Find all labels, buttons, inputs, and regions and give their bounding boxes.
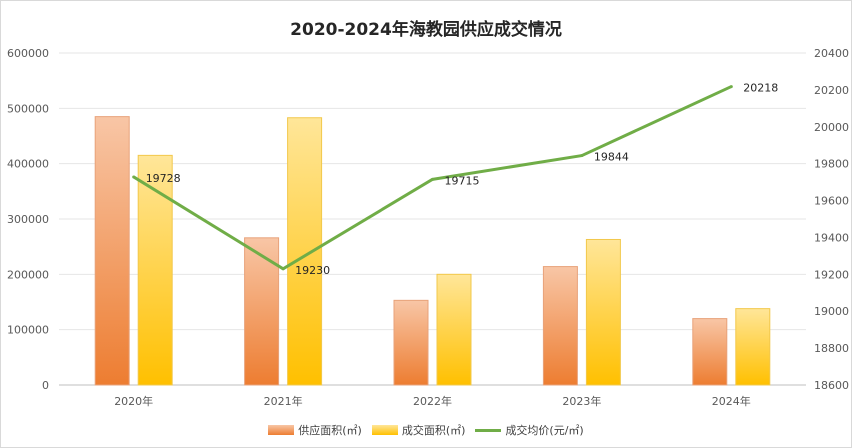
line-price-point	[580, 154, 584, 158]
line-price-label: 19715	[445, 174, 480, 187]
x-tick-label: 2021年	[264, 394, 303, 408]
bar-deal	[735, 308, 771, 386]
line-price-label: 19728	[146, 172, 181, 185]
y-right-tick-label: 20000	[814, 121, 849, 134]
legend-swatch-supply	[268, 425, 295, 435]
bar-deal	[436, 273, 472, 386]
legend-item-supply: 供应面积(㎡)	[268, 422, 362, 438]
line-price	[132, 85, 732, 271]
line-price-point	[281, 267, 285, 271]
legend-item-price: 成交均价(元/㎡)	[475, 422, 584, 438]
line-price-point	[431, 177, 434, 181]
y-left-tick-label: 100000	[7, 324, 49, 337]
legend-swatch-price	[475, 428, 502, 432]
y-right-tick-label: 19200	[814, 268, 849, 281]
bar-supply	[94, 116, 130, 386]
y-left-tick-label: 200000	[7, 268, 49, 281]
line-price-label: 19230	[295, 264, 330, 277]
line-price-label: 19844	[594, 151, 629, 164]
y-right-tick-label: 20400	[814, 47, 849, 60]
bar-deal	[137, 154, 173, 386]
bar-supply	[542, 266, 578, 386]
y-left-tick-label: 500000	[7, 102, 49, 115]
legend-item-deal: 成交面积(㎡)	[371, 422, 466, 438]
y-right-tick-label: 18800	[814, 342, 849, 355]
x-tick-label: 2023年	[562, 394, 601, 408]
bar-deal	[287, 117, 323, 386]
y-left-tick-label: 0	[42, 379, 49, 392]
legend-label-supply: 供应面积(㎡)	[298, 424, 362, 437]
bar-supply	[692, 318, 728, 386]
x-tick-label: 2024年	[712, 394, 751, 408]
y-right-tick-label: 19400	[814, 231, 849, 244]
y-left-tick-label: 300000	[7, 213, 49, 226]
bar-supply	[393, 299, 429, 386]
y-right-tick-label: 19600	[814, 195, 849, 208]
chart-legend: 供应面积(㎡) 成交面积(㎡) 成交均价(元/㎡)	[1, 422, 851, 438]
line-price-point	[132, 175, 136, 179]
legend-swatch-deal	[371, 425, 398, 435]
x-tick-label: 2022年	[413, 394, 452, 408]
legend-label-deal: 成交面积(㎡)	[401, 424, 466, 437]
y-right-tick-label: 19000	[814, 305, 849, 318]
y-left-tick-label: 400000	[7, 158, 49, 171]
bar-deal	[585, 238, 621, 386]
bar-supply	[244, 237, 280, 386]
x-tick-label: 2020年	[114, 394, 153, 408]
chart-title: 2020-2024年海教园供应成交情况	[290, 20, 562, 40]
y-left-tick-label: 600000	[7, 47, 49, 60]
y-right-tick-label: 19800	[814, 158, 849, 171]
line-price-label: 20218	[743, 82, 778, 95]
line-price-point	[729, 85, 733, 89]
y-right-tick-label: 20200	[814, 84, 849, 97]
legend-label-price: 成交均价(元/㎡)	[505, 424, 584, 437]
y-right-tick-label: 18600	[814, 379, 849, 392]
